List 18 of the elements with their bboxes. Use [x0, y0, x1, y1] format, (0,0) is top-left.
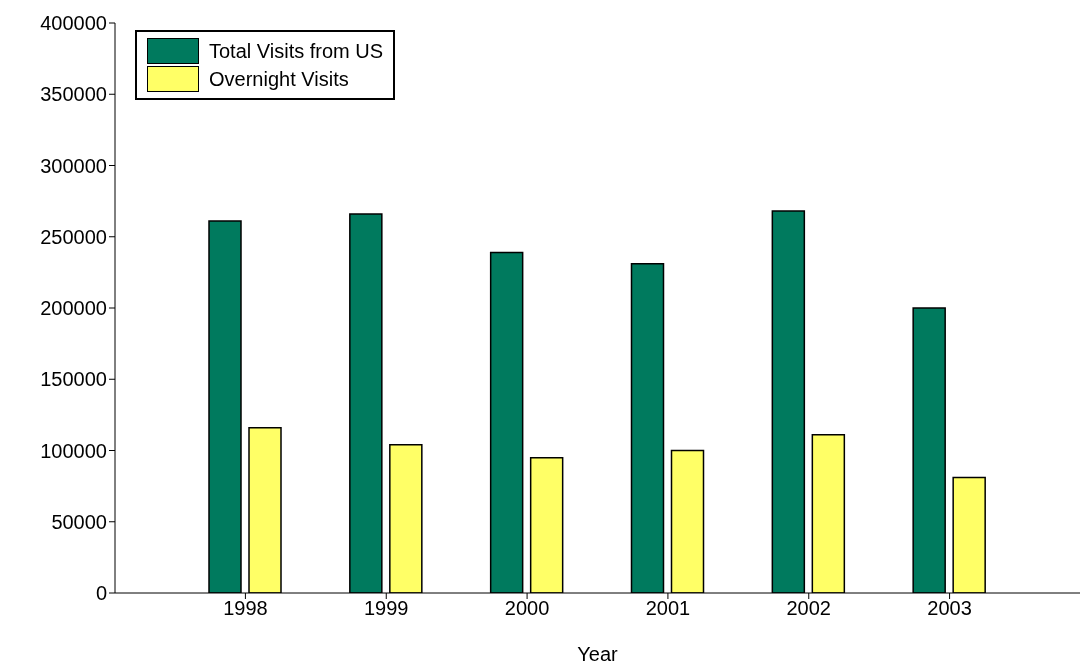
x-tick-label: 2000: [504, 597, 550, 620]
y-tick-label: 100000: [40, 439, 107, 462]
x-tick-label: 2003: [927, 597, 972, 620]
x-tick-label: 2001: [645, 597, 691, 620]
y-tick-label: 250000: [40, 225, 107, 248]
y-tick-label: 400000: [40, 12, 107, 35]
y-tick-label: 0: [95, 582, 107, 605]
x-tick-label: 2002: [786, 597, 831, 620]
y-tick-label: 150000: [40, 368, 107, 391]
y-tick-label: 50000: [51, 510, 107, 533]
y-tick-label: 200000: [40, 297, 107, 320]
y-tick-label: 350000: [40, 83, 107, 106]
legend-label: Overnight Visits: [209, 67, 349, 91]
y-tick-label: 300000: [40, 154, 107, 177]
legend-label: Total Visits from US: [209, 39, 384, 63]
x-tick-label: 1999: [364, 597, 409, 620]
x-axis-title: Year: [577, 643, 619, 665]
x-tick-label: 1998: [223, 597, 268, 620]
